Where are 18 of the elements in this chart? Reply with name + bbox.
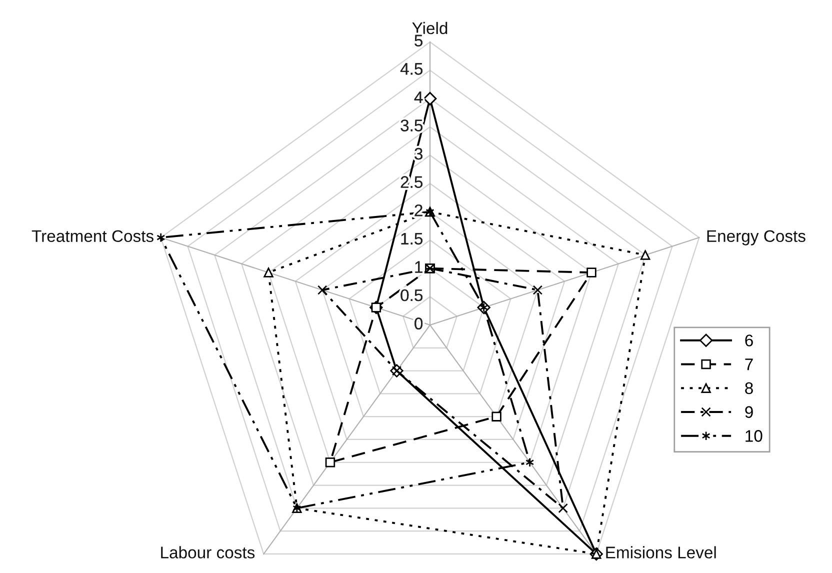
legend-label: 8	[745, 382, 753, 394]
legend-label: 6	[745, 334, 753, 346]
spoke-label: Labour costs	[161, 546, 255, 558]
y-tick-label: 4	[414, 91, 423, 103]
legend-label: 10	[746, 430, 762, 442]
spoke-label: Treatment Costs	[32, 230, 154, 242]
y-tick-label: 0.5	[400, 289, 423, 302]
y-tick-label: 3.5	[400, 120, 423, 132]
y-tick-label: 4.5	[400, 63, 423, 75]
spoke-label: Yield	[412, 22, 448, 34]
y-tick-label: 1	[415, 261, 422, 273]
y-tick-label: 5	[414, 34, 423, 46]
spoke-label: Emisions Level	[606, 546, 716, 558]
y-tick-label: 1.5	[401, 232, 423, 245]
y-tick-label: 0	[414, 318, 423, 330]
spoke-label: Energy Costs	[707, 230, 806, 246]
legend-label: 9	[745, 406, 753, 418]
legend-label: 7	[745, 358, 753, 370]
